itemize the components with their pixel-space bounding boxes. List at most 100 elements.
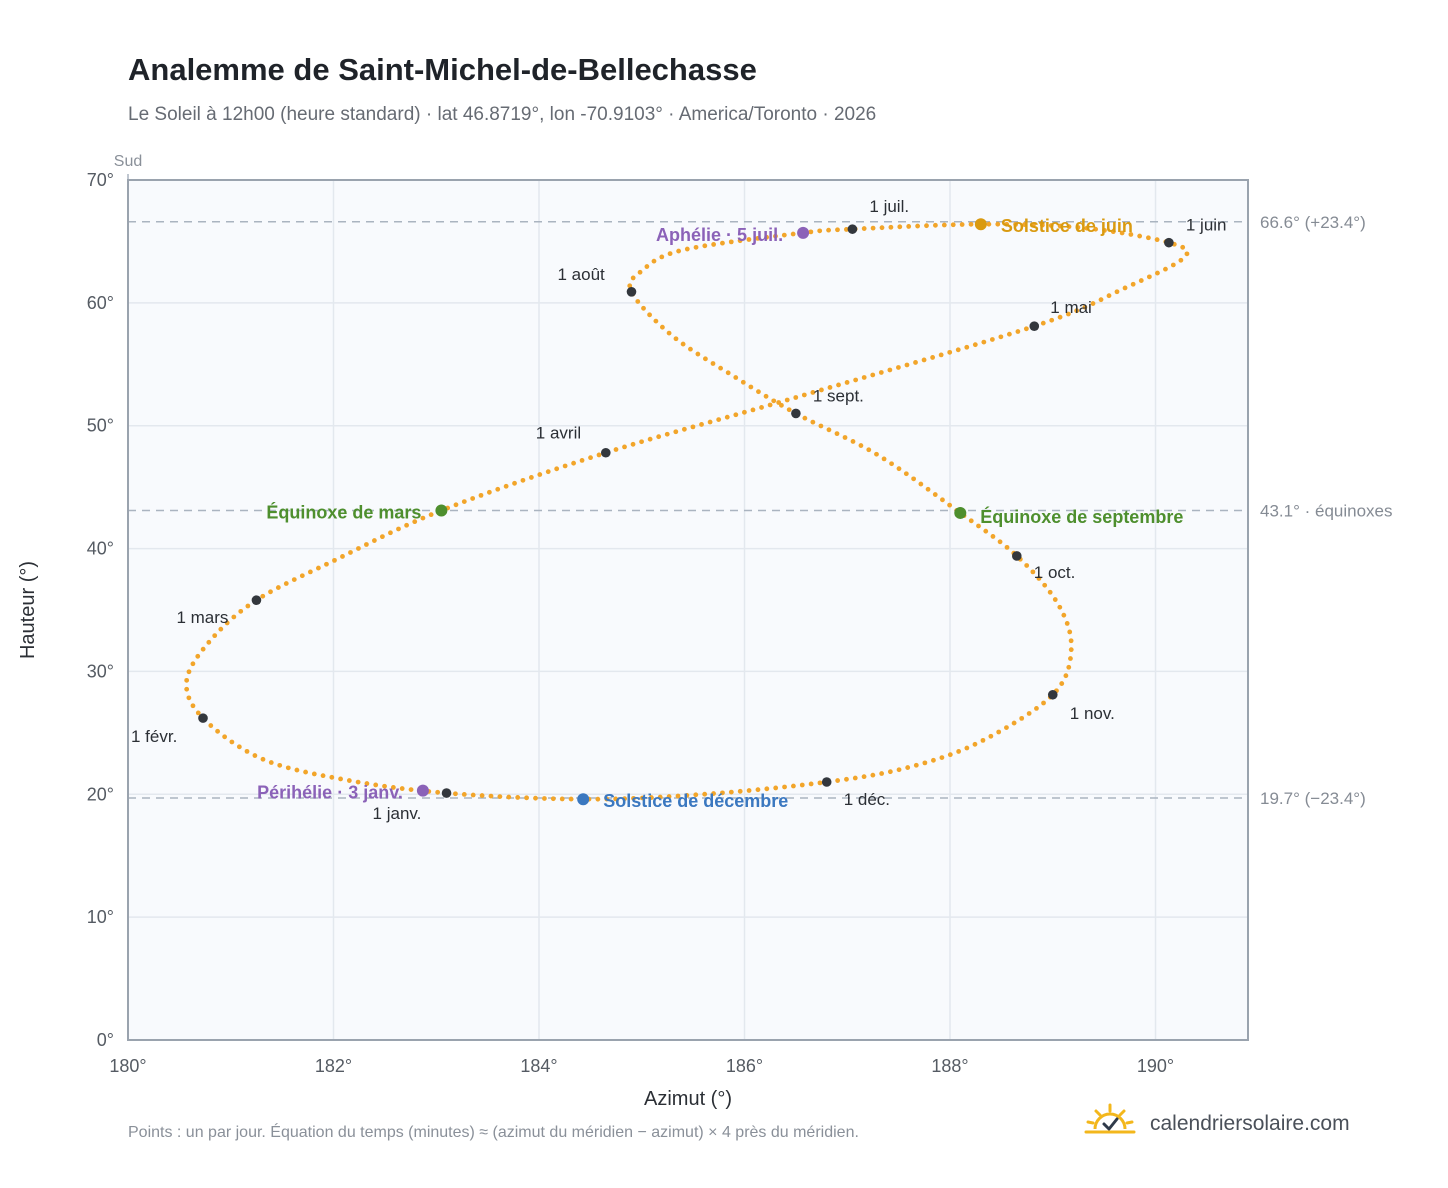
day-point bbox=[537, 472, 543, 477]
day-point bbox=[324, 561, 329, 567]
day-point bbox=[647, 436, 653, 442]
day-point bbox=[810, 419, 816, 425]
day-point bbox=[497, 794, 503, 799]
day-point bbox=[1075, 224, 1081, 230]
day-point bbox=[724, 414, 730, 420]
day-point bbox=[647, 312, 652, 318]
day-point bbox=[329, 774, 335, 780]
day-point bbox=[972, 741, 978, 747]
day-point bbox=[275, 585, 281, 590]
day-point bbox=[748, 384, 754, 390]
day-point bbox=[826, 227, 831, 233]
x-axis-label: Azimut (°) bbox=[644, 1088, 732, 1110]
day-point bbox=[461, 792, 467, 797]
day-point bbox=[224, 620, 230, 626]
day-point bbox=[733, 412, 739, 418]
event-label: Équinoxe de mars bbox=[266, 501, 421, 522]
y-tick-label: 70° bbox=[87, 170, 114, 190]
day-point bbox=[866, 447, 872, 453]
day-point bbox=[1074, 308, 1080, 314]
day-point bbox=[373, 782, 379, 788]
day-point bbox=[773, 233, 778, 239]
day-point bbox=[755, 235, 761, 241]
day-point bbox=[852, 775, 858, 781]
month-label: 1 janv. bbox=[373, 804, 422, 823]
day-point bbox=[1068, 638, 1074, 644]
month-point bbox=[1029, 321, 1040, 332]
x-tick-label: 188° bbox=[931, 1056, 968, 1076]
day-point bbox=[348, 550, 353, 555]
day-point bbox=[844, 776, 849, 782]
day-point bbox=[897, 224, 903, 230]
day-point bbox=[870, 772, 876, 778]
day-point bbox=[718, 365, 723, 371]
day-point bbox=[1061, 612, 1067, 618]
day-point bbox=[918, 481, 924, 487]
day-point bbox=[212, 633, 218, 639]
y-tick-label: 60° bbox=[87, 293, 114, 313]
day-point bbox=[773, 785, 779, 791]
day-point bbox=[200, 646, 206, 652]
day-point bbox=[1068, 656, 1073, 661]
day-point bbox=[817, 228, 823, 234]
day-point bbox=[479, 793, 485, 798]
day-point bbox=[340, 554, 345, 559]
day-point bbox=[1011, 720, 1017, 726]
day-point bbox=[844, 380, 850, 385]
day-point bbox=[842, 435, 848, 440]
day-point bbox=[1031, 222, 1036, 228]
month-label: 1 août bbox=[557, 265, 605, 284]
day-point bbox=[571, 460, 576, 466]
day-point bbox=[742, 409, 747, 415]
day-point bbox=[613, 447, 619, 452]
event-point bbox=[954, 506, 967, 519]
month-label: 1 nov. bbox=[1070, 704, 1115, 723]
day-point bbox=[1040, 320, 1046, 326]
day-point bbox=[596, 452, 602, 458]
month-point bbox=[626, 287, 637, 297]
day-point bbox=[896, 767, 902, 773]
day-point bbox=[244, 748, 250, 754]
day-point bbox=[947, 349, 953, 355]
day-point bbox=[771, 398, 777, 404]
day-point bbox=[767, 402, 773, 408]
month-point bbox=[847, 224, 858, 234]
day-point bbox=[631, 795, 636, 801]
day-point bbox=[740, 379, 746, 385]
day-point bbox=[889, 461, 894, 467]
month-point bbox=[441, 788, 452, 798]
day-point bbox=[1049, 317, 1055, 323]
day-point bbox=[1052, 597, 1058, 602]
day-point bbox=[291, 577, 297, 582]
event-label: Solstice de juin bbox=[1001, 216, 1133, 236]
day-point bbox=[1155, 270, 1160, 276]
day-point bbox=[554, 466, 560, 472]
day-point bbox=[716, 417, 722, 423]
day-point bbox=[693, 792, 699, 798]
day-point bbox=[641, 305, 646, 311]
day-point bbox=[972, 342, 978, 348]
day-point bbox=[922, 760, 928, 766]
day-point bbox=[680, 341, 686, 347]
day-point bbox=[817, 780, 823, 786]
day-point bbox=[707, 419, 713, 425]
day-point bbox=[1068, 647, 1074, 653]
y-tick-label: 50° bbox=[87, 416, 114, 436]
day-point bbox=[870, 225, 876, 231]
day-point bbox=[1093, 226, 1099, 232]
day-point bbox=[861, 226, 867, 231]
month-label: 1 févr. bbox=[131, 727, 177, 746]
day-point bbox=[968, 518, 974, 524]
day-point bbox=[294, 767, 300, 773]
day-point bbox=[666, 794, 672, 799]
day-point bbox=[746, 237, 752, 242]
day-point bbox=[408, 787, 414, 793]
day-point bbox=[764, 786, 770, 792]
month-label: 1 sept. bbox=[813, 386, 864, 405]
day-point bbox=[802, 415, 808, 421]
day-point bbox=[1066, 311, 1071, 317]
day-point bbox=[461, 499, 467, 505]
day-point bbox=[1137, 233, 1143, 239]
day-point bbox=[903, 471, 909, 477]
brand[interactable]: calendriersolaire.com bbox=[1084, 1103, 1350, 1144]
